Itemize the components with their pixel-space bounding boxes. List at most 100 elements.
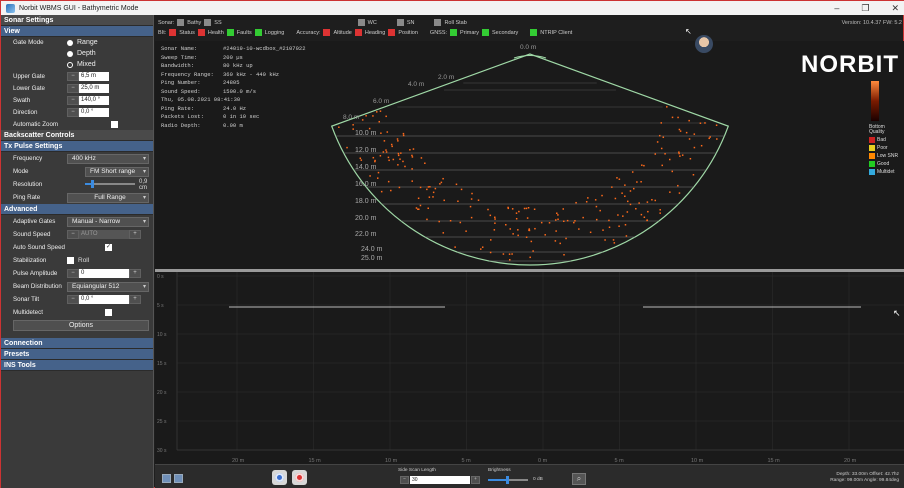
position-indicator-icon (388, 29, 396, 36)
gate-mode-range-radio[interactable]: Range (67, 39, 98, 46)
swath-value[interactable]: 140,0 ° (79, 95, 109, 105)
depth-label: 24.0 m (361, 246, 383, 253)
section-ins-tools[interactable]: INS Tools (1, 360, 153, 371)
beam-distribution-label: Beam Distribution (13, 283, 62, 290)
section-view[interactable]: View (1, 26, 153, 37)
sounding-point (678, 128, 681, 131)
range-tick-label: 10 m (691, 458, 704, 464)
legend-label: Good (877, 161, 890, 167)
sounding-point (481, 246, 484, 248)
bit-status: Status (179, 29, 195, 36)
upper-gate-value[interactable]: 6,5 m (79, 71, 109, 81)
connect-button[interactable] (272, 470, 287, 485)
section-tx-pulse-settings[interactable]: Tx Pulse Settings (1, 141, 153, 152)
sounding-point (631, 171, 634, 173)
zoom-search-button[interactable]: ⌕ (572, 473, 586, 485)
sonar-tilt-spinbox[interactable]: −0,0 ° + (67, 295, 141, 304)
slider-handle[interactable] (506, 476, 509, 484)
close-button[interactable]: ✕ (891, 2, 899, 13)
decrement-button[interactable]: − (67, 83, 79, 93)
lower-gate-spinbox[interactable]: −25,0 m (67, 83, 109, 93)
info-icon[interactable] (162, 474, 171, 483)
sounding-point (412, 148, 415, 150)
increment-button[interactable]: + (129, 269, 141, 278)
legend-swatch (869, 137, 875, 143)
brightness-slider[interactable] (488, 476, 528, 484)
sounding-point (387, 156, 390, 159)
gate-mode-mixed-radio[interactable]: Mixed (67, 61, 96, 68)
sounding-point (528, 228, 531, 230)
frequency-select[interactable]: 400 kHz (67, 153, 149, 164)
decrement-button[interactable]: − (400, 476, 409, 484)
sounding-point (548, 222, 551, 224)
auto-sound-speed-checkbox[interactable] (105, 244, 112, 251)
slider-handle[interactable] (91, 180, 94, 188)
resolution-slider[interactable] (85, 180, 135, 188)
automatic-zoom-checkbox[interactable] (111, 120, 118, 128)
section-sonar-settings[interactable]: Sonar Settings (1, 15, 153, 26)
increment-button[interactable]: + (471, 476, 480, 484)
beam-distribution-select[interactable]: Equiangular 512 (67, 281, 149, 292)
pulse-amplitude-spinbox[interactable]: −0 + (67, 269, 141, 278)
norbit-logo: NORBIT (801, 51, 899, 78)
info-row: Packets Lost: 0 in 10 sec (161, 113, 306, 122)
ping-rate-label: Ping Rate (13, 194, 41, 201)
info-row: Sonar Name: #24019-10-wcdbox_#2107022 (161, 45, 306, 54)
heading-indicator-icon (354, 29, 362, 36)
sounding-point (589, 231, 592, 234)
multidetect-checkbox[interactable] (105, 309, 112, 316)
direction-spinbox[interactable]: −0,0 ° (67, 107, 109, 117)
decrement-button[interactable]: − (67, 71, 79, 81)
increment-button[interactable]: + (129, 230, 141, 239)
increment-button[interactable]: + (129, 295, 141, 304)
settings-icon[interactable] (174, 474, 183, 483)
accuracy-position: Position (398, 29, 418, 36)
sounding-point (489, 239, 492, 241)
decrement-button[interactable]: − (67, 107, 79, 117)
bathymetry-view[interactable]: ↖ Sonar Name: #24019-10-wcdbox_#2107022 Sw… (155, 27, 904, 269)
sounding-point (659, 212, 661, 214)
accuracy-altitude: Altitude (333, 29, 352, 36)
ss-indicator-icon (204, 19, 212, 26)
section-connection[interactable]: Connection (1, 338, 153, 349)
swath-spinbox[interactable]: −140,0 ° (67, 95, 109, 105)
decrement-button[interactable]: − (67, 230, 79, 239)
section-advanced[interactable]: Advanced (1, 204, 153, 215)
sounding-point (677, 116, 679, 119)
minimize-button[interactable]: – (834, 3, 840, 13)
sonar-tilt-value[interactable]: 0,0 ° (79, 295, 129, 304)
view-splitter[interactable] (155, 269, 904, 272)
gate-mode-depth-radio[interactable]: Depth (67, 50, 96, 57)
options-button[interactable]: Options (13, 320, 149, 331)
ping-rate-select[interactable]: Full Range (67, 192, 149, 203)
sounding-point (528, 229, 531, 232)
section-backscatter-controls[interactable]: Backscatter Controls (1, 130, 153, 141)
sounding-point (669, 158, 671, 161)
pulse-amplitude-value[interactable]: 0 (79, 269, 129, 278)
sound-speed-spinbox[interactable]: − AUTO + (67, 230, 141, 239)
direction-value[interactable]: 0,0 ° (79, 107, 109, 117)
maximize-button[interactable]: ❐ (861, 2, 870, 13)
decrement-button[interactable]: − (67, 269, 79, 278)
lower-gate-label: Lower Gate (13, 84, 45, 92)
decrement-button[interactable]: − (67, 295, 79, 304)
side-scan-length-input[interactable]: 30 (410, 476, 470, 484)
direction-label: Direction (13, 108, 38, 116)
decrement-button[interactable]: − (67, 95, 79, 105)
upper-gate-spinbox[interactable]: −6,5 m (67, 71, 109, 81)
sounding-point (465, 230, 467, 232)
mode-select[interactable]: FM Short range (85, 166, 149, 177)
record-button[interactable] (292, 470, 307, 485)
sounding-point (426, 218, 428, 221)
sounding-point (604, 239, 606, 241)
mouse-cursor-icon: ↖ (893, 308, 901, 318)
stabilization-roll-checkbox[interactable]: Roll (67, 257, 89, 264)
adaptive-gates-select[interactable]: Manual - Narrow (67, 216, 149, 227)
lower-gate-value[interactable]: 25,0 m (79, 83, 109, 93)
section-presets[interactable]: Presets (1, 349, 153, 360)
sounding-point (624, 224, 627, 226)
sidescan-view[interactable]: 0 s 5 s 10 s 15 s 20 s 25 s 30 s 20 m 15 m 10 m 5 … (155, 272, 904, 464)
sounding-point (517, 229, 519, 231)
sound-speed-value[interactable]: AUTO (79, 230, 129, 239)
